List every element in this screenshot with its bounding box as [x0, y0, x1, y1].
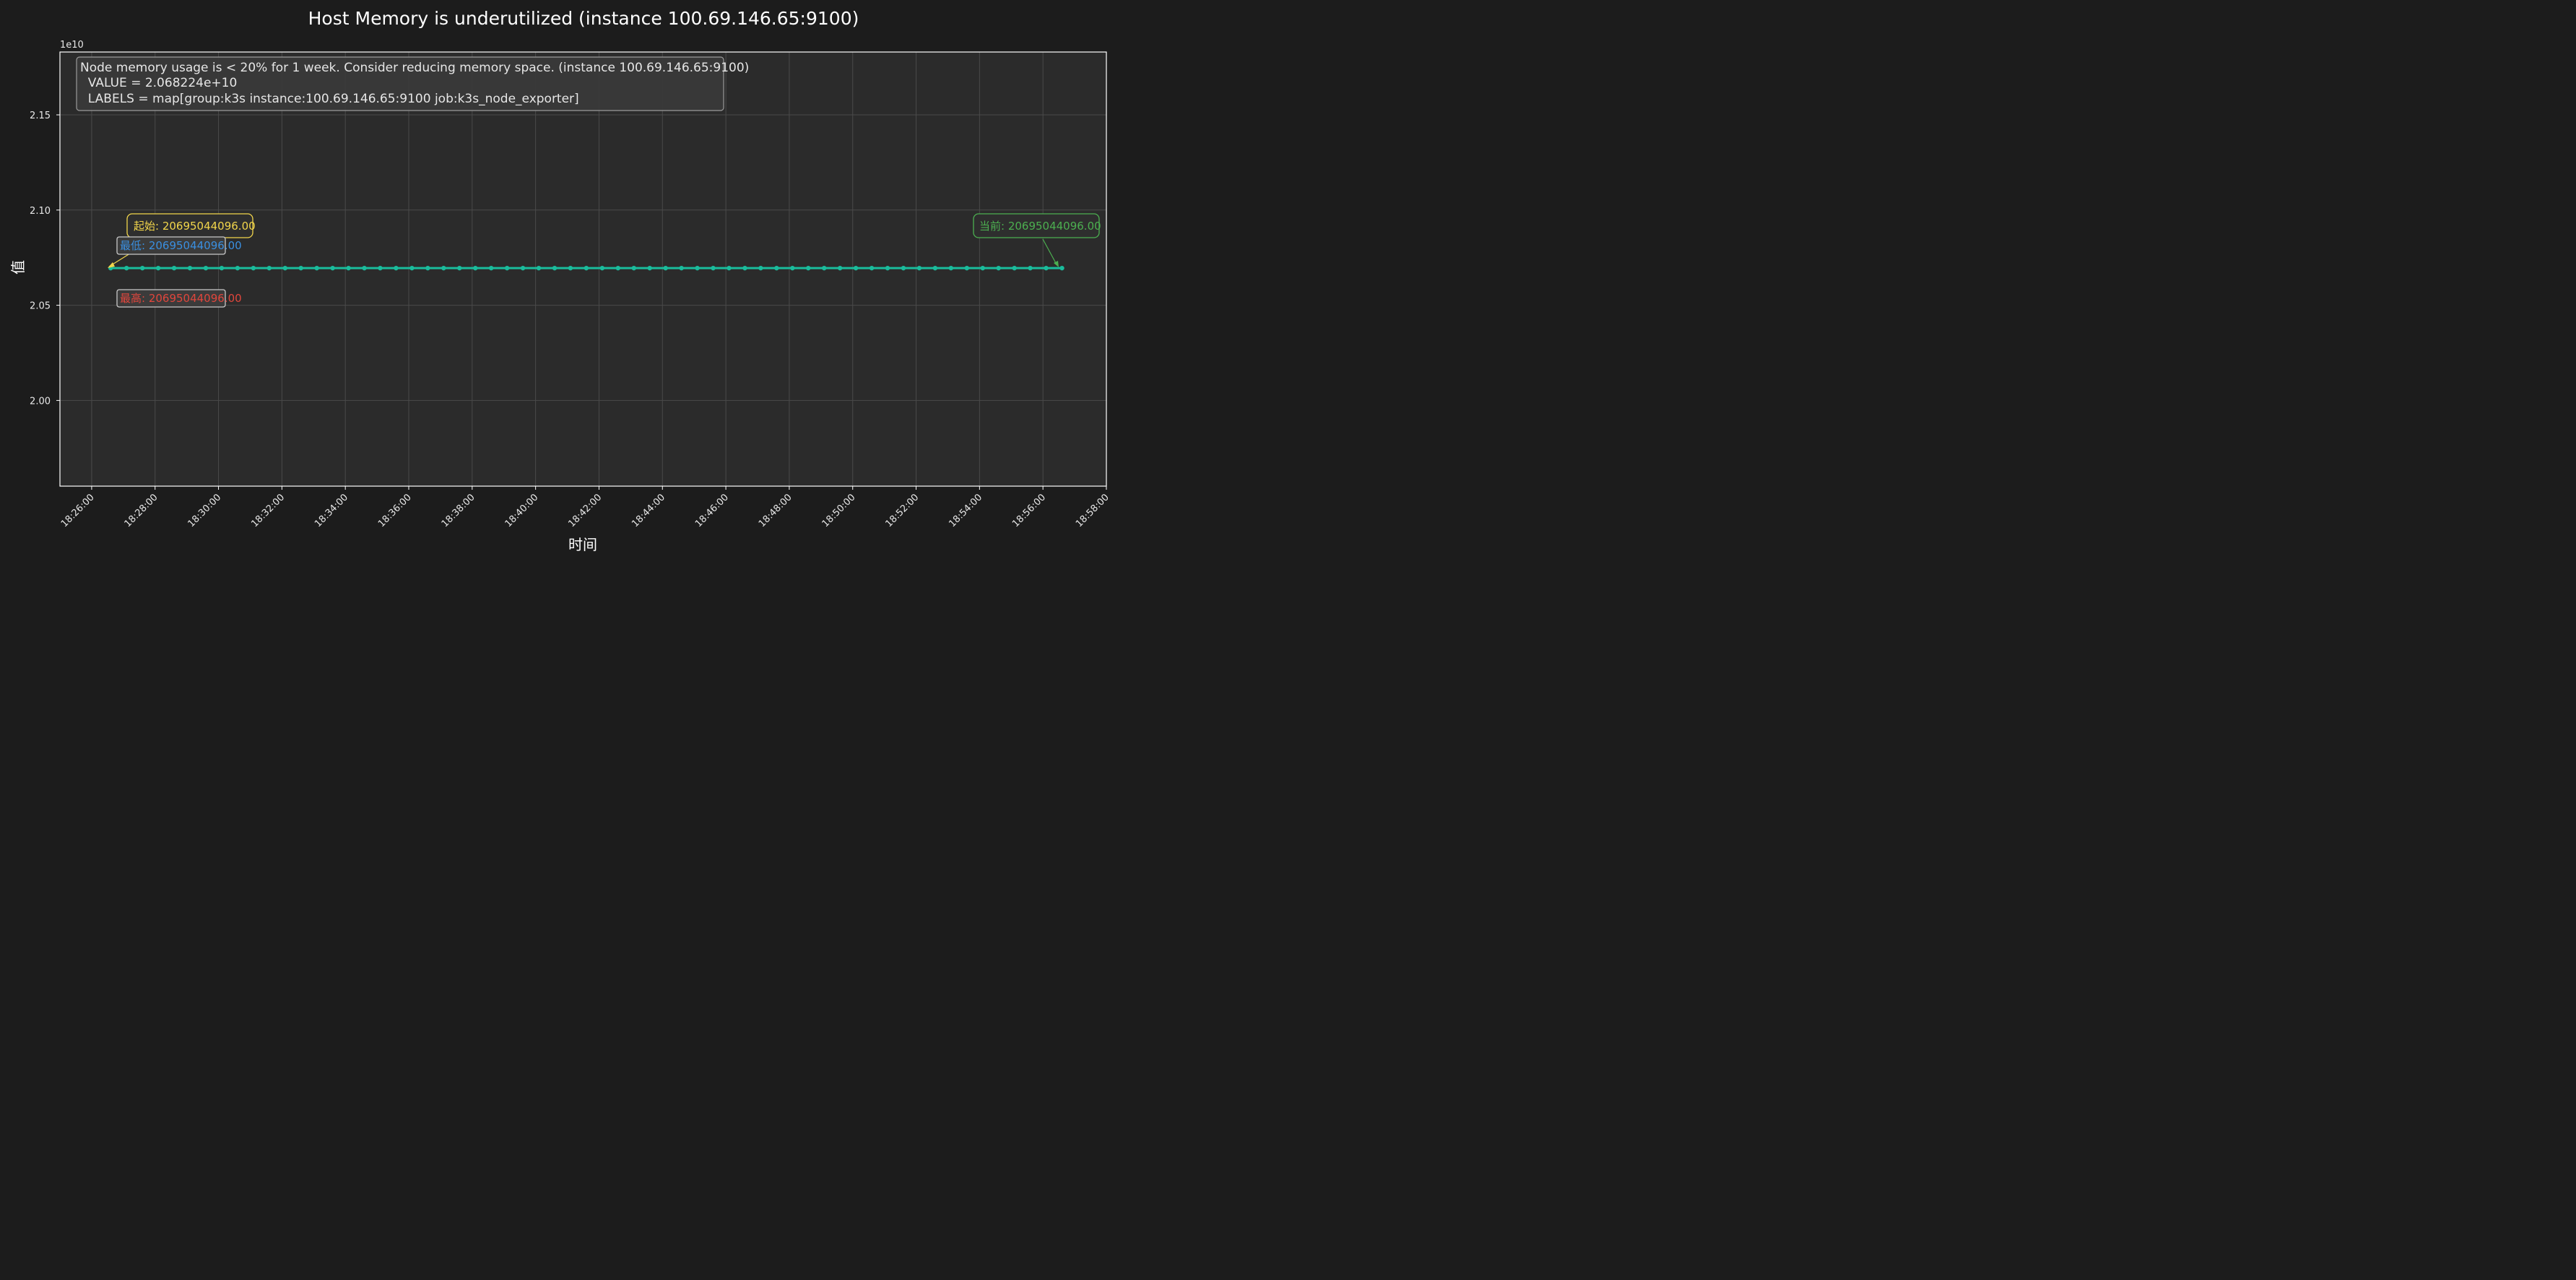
data-point	[314, 265, 319, 271]
info-line-3: LABELS = map[group:k3s instance:100.69.1…	[80, 92, 579, 106]
y-tick-label: 2.10	[30, 206, 51, 217]
data-point	[568, 265, 573, 271]
info-line-1: Node memory usage is < 20% for 1 week. C…	[80, 61, 749, 75]
data-point	[663, 265, 668, 271]
annotation-start-label: 起始: 20695044096.00	[134, 220, 256, 233]
data-point	[124, 265, 129, 271]
x-axis-label: 时间	[568, 536, 597, 553]
data-point	[219, 265, 225, 271]
annotation-start-arrowhead	[108, 262, 115, 268]
data-point	[932, 265, 938, 271]
data-point	[599, 265, 605, 271]
annotation-current-arrow	[1042, 238, 1057, 265]
data-point	[822, 265, 827, 271]
annotation-max: 最高: 20695044096.00	[116, 289, 242, 308]
data-point	[520, 265, 526, 271]
data-point	[441, 265, 446, 271]
data-point	[742, 265, 747, 271]
data-point	[203, 265, 209, 271]
data-point	[425, 265, 430, 271]
data-point	[806, 265, 811, 271]
data-point	[853, 265, 859, 271]
annotation-current-box	[973, 213, 1100, 238]
data-point	[1028, 265, 1033, 271]
data-point	[727, 265, 732, 271]
data-point	[488, 265, 494, 271]
data-point	[615, 265, 620, 271]
data-point	[996, 265, 1001, 271]
data-point	[266, 265, 272, 271]
series	[108, 265, 1064, 271]
data-point	[948, 265, 954, 271]
data-point	[631, 265, 636, 271]
chart: Host Memory is underutilized (instance 1…	[0, 0, 1132, 563]
data-point	[758, 265, 763, 271]
data-point	[346, 265, 351, 271]
y-tick-label: 2.00	[30, 396, 51, 407]
data-point	[584, 265, 589, 271]
annotation-start: 起始: 20695044096.00	[108, 213, 256, 268]
info-box: Node memory usage is < 20% for 1 week. C…	[76, 56, 749, 111]
data-point	[964, 265, 970, 271]
data-point	[695, 265, 700, 271]
info-line-2: VALUE = 2.068224e+10	[80, 76, 237, 90]
data-point	[647, 265, 652, 271]
data-point	[837, 265, 843, 271]
data-point	[330, 265, 335, 271]
data-point	[362, 265, 367, 271]
data-point	[504, 265, 510, 271]
data-point	[282, 265, 287, 271]
data-point	[536, 265, 542, 271]
data-point	[885, 265, 890, 271]
chart-title: Host Memory is underutilized (instance 1…	[308, 8, 859, 29]
data-point	[1012, 265, 1017, 271]
annotation-current-arrowhead	[1054, 261, 1059, 267]
plot-frame	[59, 51, 1107, 487]
annotation-current: 当前: 20695044096.00	[973, 213, 1101, 267]
data-point	[552, 265, 558, 271]
data-point	[171, 265, 177, 271]
data-point	[916, 265, 922, 271]
data-point	[139, 265, 145, 271]
data-point	[394, 265, 399, 271]
data-point	[473, 265, 478, 271]
data-point	[1044, 265, 1049, 271]
data-point	[457, 265, 462, 271]
annotation-min: 最低: 20695044096.00	[116, 236, 242, 255]
data-point	[869, 265, 875, 271]
data-point	[679, 265, 684, 271]
y-offset-label: 1e10	[60, 40, 84, 51]
data-point	[980, 265, 985, 271]
data-point	[711, 265, 716, 271]
data-point	[235, 265, 240, 271]
annotation-max-box	[116, 289, 226, 308]
annotation-current-label: 当前: 20695044096.00	[979, 220, 1101, 233]
annotation-min-label: 最低: 20695044096.00	[120, 239, 242, 252]
annotation-min-box	[116, 236, 226, 255]
y-tick-label: 2.05	[30, 301, 51, 312]
annotation-max-label: 最高: 20695044096.00	[120, 292, 242, 305]
info-box-frame	[76, 56, 724, 111]
data-point	[187, 265, 193, 271]
data-point	[901, 265, 906, 271]
data-point	[1059, 265, 1064, 271]
data-point	[409, 265, 415, 271]
data-point	[774, 265, 779, 271]
data-point	[155, 265, 161, 271]
y-tick-label: 2.15	[30, 111, 51, 121]
data-point	[790, 265, 795, 271]
y-axis-label: 值	[9, 260, 27, 274]
data-point	[378, 265, 383, 271]
data-point	[298, 265, 303, 271]
data-point	[251, 265, 256, 271]
